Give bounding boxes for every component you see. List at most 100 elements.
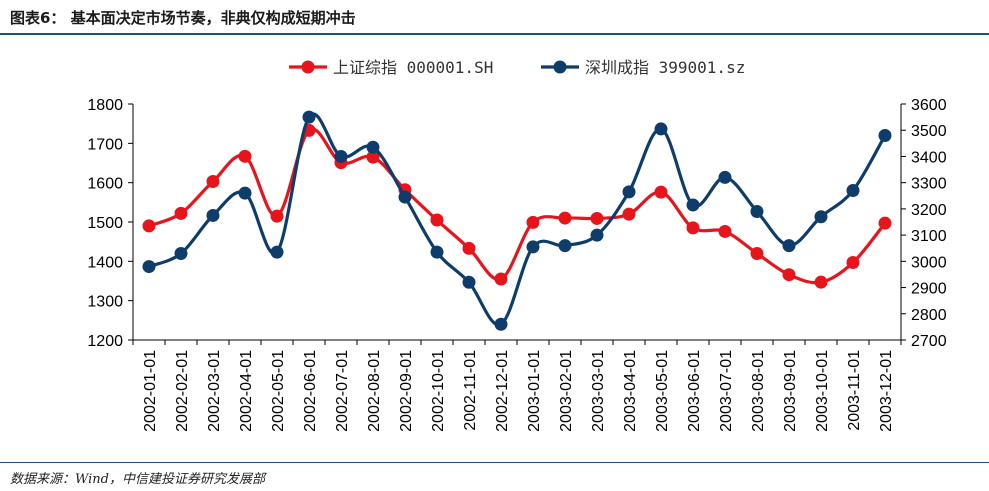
y-left-tick-label: 1500 <box>87 215 123 232</box>
data-point <box>686 221 700 235</box>
data-point <box>622 207 636 221</box>
x-tick-label: 2003-09-01 <box>782 350 799 432</box>
data-point <box>878 128 892 142</box>
data-point <box>174 206 188 220</box>
y-right-tick-label: 3500 <box>911 123 947 140</box>
x-tick-label: 2003-07-01 <box>718 350 735 432</box>
data-point <box>782 239 796 253</box>
x-tick-label: 2003-03-01 <box>590 350 607 432</box>
data-point <box>654 122 668 136</box>
data-point <box>398 190 412 204</box>
data-point <box>142 219 156 233</box>
x-tick-label: 2002-08-01 <box>366 350 383 432</box>
data-point <box>590 211 604 225</box>
x-tick-label: 2003-08-01 <box>750 350 767 432</box>
source-note: 数据来源：Wind，中信建投证券研究发展部 <box>10 472 265 487</box>
x-tick-label: 2002-12-01 <box>494 350 511 432</box>
data-point <box>718 224 732 238</box>
data-point <box>430 213 444 227</box>
data-point <box>430 245 444 259</box>
series-line <box>148 112 887 327</box>
y-right-tick-label: 3200 <box>911 202 947 219</box>
title-bar: 图表6： 基本面决定市场节奏，非典仅构成短期冲击 <box>0 0 989 36</box>
data-point <box>526 215 540 229</box>
x-tick-label: 2002-05-01 <box>270 350 287 432</box>
y-left-tick-label: 1400 <box>87 254 123 271</box>
data-point <box>718 170 732 184</box>
chart-series <box>142 110 892 331</box>
data-point <box>302 110 316 124</box>
data-point <box>494 272 508 286</box>
data-point <box>334 149 348 163</box>
data-point <box>462 241 476 255</box>
y-right-tick-label: 2900 <box>911 281 947 298</box>
x-tick-label: 2003-04-01 <box>622 350 639 432</box>
legend-label: 上证综指 000001.SH <box>333 58 493 77</box>
y-right-tick-label: 3100 <box>911 228 947 245</box>
data-point <box>558 239 572 253</box>
x-tick-label: 2002-11-01 <box>462 350 479 431</box>
x-tick-label: 2002-07-01 <box>334 350 351 432</box>
y-left-tick-label: 1300 <box>87 294 123 311</box>
legend-item: 深圳成指 399001.sz <box>541 58 745 77</box>
series-shenzhen <box>142 110 892 331</box>
data-point <box>206 174 220 188</box>
y-right-tick-label: 3000 <box>911 254 947 271</box>
x-tick-label: 2002-06-01 <box>302 350 319 432</box>
x-tick-label: 2003-02-01 <box>558 350 575 432</box>
data-point <box>686 198 700 212</box>
y-left-tick-label: 1600 <box>87 176 123 193</box>
data-point <box>558 211 572 225</box>
y-right-tick-label: 2700 <box>911 333 947 350</box>
y-right-tick-label: 3300 <box>911 176 947 193</box>
x-tick-label: 2002-01-01 <box>142 350 159 432</box>
data-point <box>590 228 604 242</box>
title-divider <box>0 33 989 35</box>
data-point <box>366 150 380 164</box>
data-point <box>846 256 860 270</box>
x-tick-label: 2002-04-01 <box>238 350 255 432</box>
data-point <box>366 140 380 154</box>
data-point <box>750 246 764 260</box>
chart-legend: 上证综指 000001.SH 深圳成指 399001.sz <box>289 58 745 77</box>
page-title: 图表6： 基本面决定市场节奏，非典仅构成短期冲击 <box>10 9 356 27</box>
legend-item: 上证综指 000001.SH <box>289 58 493 77</box>
data-point <box>526 240 540 254</box>
chart-axes: 1200 1300 1400 1500 1600 1700 1800 2700 2800 2900… <box>87 97 946 432</box>
data-point <box>238 149 252 163</box>
data-point <box>782 268 796 282</box>
data-point <box>142 260 156 274</box>
y-right-tick-label: 3600 <box>911 97 947 114</box>
data-point <box>238 186 252 200</box>
data-point <box>814 275 828 289</box>
data-point <box>462 275 476 289</box>
x-tick-label: 2002-09-01 <box>398 350 415 432</box>
x-tick-label: 2002-10-01 <box>430 350 447 432</box>
source-divider <box>0 462 989 463</box>
data-point <box>750 205 764 219</box>
y-left-tick-label: 1800 <box>87 97 123 114</box>
x-tick-label: 2002-03-01 <box>206 350 223 432</box>
series-shanghai <box>142 123 892 289</box>
x-tick-label: 2003-05-01 <box>654 350 671 432</box>
legend-label: 深圳成指 399001.sz <box>585 58 745 77</box>
y-left-tick-label: 1700 <box>87 136 123 153</box>
x-tick-label: 2003-11-01 <box>846 350 863 431</box>
data-point <box>270 245 284 259</box>
y-right-tick-label: 2800 <box>911 307 947 324</box>
series-line <box>148 127 887 285</box>
x-tick-label: 2003-12-01 <box>878 350 895 432</box>
legend-swatch-marker <box>553 60 567 74</box>
x-tick-label: 2003-06-01 <box>686 350 703 432</box>
x-tick-label: 2002-02-01 <box>174 350 191 432</box>
line-chart: 上证综指 000001.SH 深圳成指 399001.sz 1200 1300 140… <box>87 58 946 432</box>
legend-swatch-marker <box>301 60 315 74</box>
x-tick-label: 2003-10-01 <box>814 350 831 432</box>
data-point <box>494 317 508 331</box>
y-right-tick-label: 3400 <box>911 149 947 166</box>
data-point <box>622 185 636 199</box>
data-point <box>846 184 860 198</box>
data-point <box>174 246 188 260</box>
x-tick-label: 2003-01-01 <box>526 350 543 432</box>
y-left-tick-label: 1200 <box>87 333 123 350</box>
